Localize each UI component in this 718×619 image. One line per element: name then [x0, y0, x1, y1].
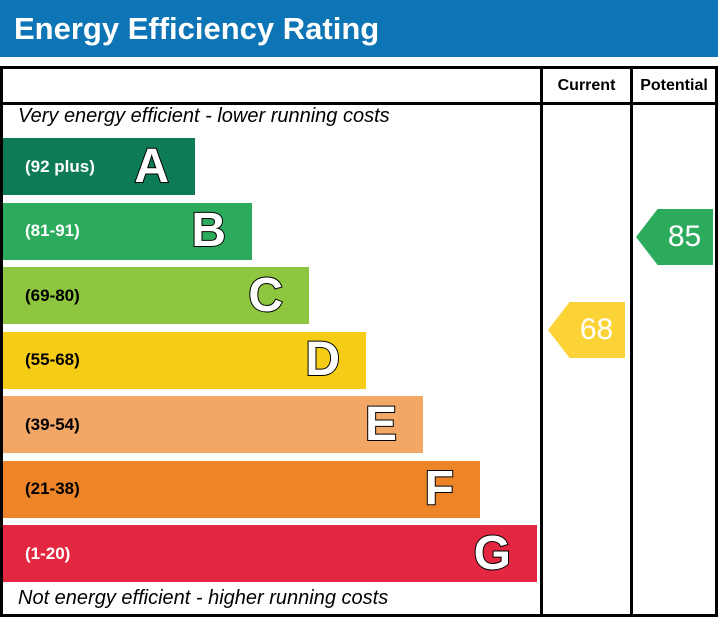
- rating-band-letter: E: [364, 397, 398, 451]
- potential-column-header: Potential: [640, 77, 708, 94]
- rating-band-letter: D: [304, 333, 341, 386]
- rating-band-e: (39-54) E: [3, 396, 423, 453]
- top-note: Very energy efficient - lower running co…: [18, 105, 390, 127]
- rating-band-range-label: (39-54): [25, 414, 80, 434]
- rating-band-range-label: (92 plus): [25, 156, 95, 176]
- rating-table: Current Potential Very energy efficient …: [0, 66, 718, 617]
- rating-band-b: (81-91) B: [3, 202, 252, 260]
- potential-rating-arrow: 85: [636, 209, 713, 265]
- rating-band-range-label: (81-91): [25, 221, 80, 240]
- rating-band-d: (55-68) D: [3, 331, 366, 389]
- current-column-divider: [540, 69, 543, 614]
- potential-rating-value: 85: [667, 220, 702, 253]
- potential-column-divider: [630, 69, 633, 614]
- rating-band-f: (21-38) F: [3, 460, 480, 518]
- rating-band-range-label: (69-80): [25, 285, 80, 305]
- rating-band-c: (69-80) C: [3, 267, 309, 324]
- rating-band-a: (92 plus) A: [3, 138, 195, 195]
- current-rating-value: 68: [579, 313, 614, 346]
- header-separator-line: [3, 102, 715, 105]
- rating-band-range-label: (55-68): [25, 350, 80, 369]
- rating-band-g: (1-20) G: [3, 525, 537, 582]
- rating-band-letter: F: [424, 462, 455, 515]
- chart-title-bar: Energy Efficiency Rating: [0, 0, 718, 57]
- bottom-note: Not energy efficient - higher running co…: [18, 587, 389, 609]
- rating-band-letter: B: [190, 204, 227, 257]
- rating-band-letter: A: [133, 139, 170, 193]
- current-column-header: Current: [557, 77, 616, 94]
- rating-band-range-label: (21-38): [25, 479, 80, 498]
- rating-band-range-label: (1-20): [25, 543, 71, 563]
- rating-band-letter: C: [247, 268, 284, 322]
- rating-band-letter: G: [473, 526, 512, 580]
- chart-title: Energy Efficiency Rating: [14, 10, 380, 46]
- current-rating-arrow: 68: [548, 302, 625, 358]
